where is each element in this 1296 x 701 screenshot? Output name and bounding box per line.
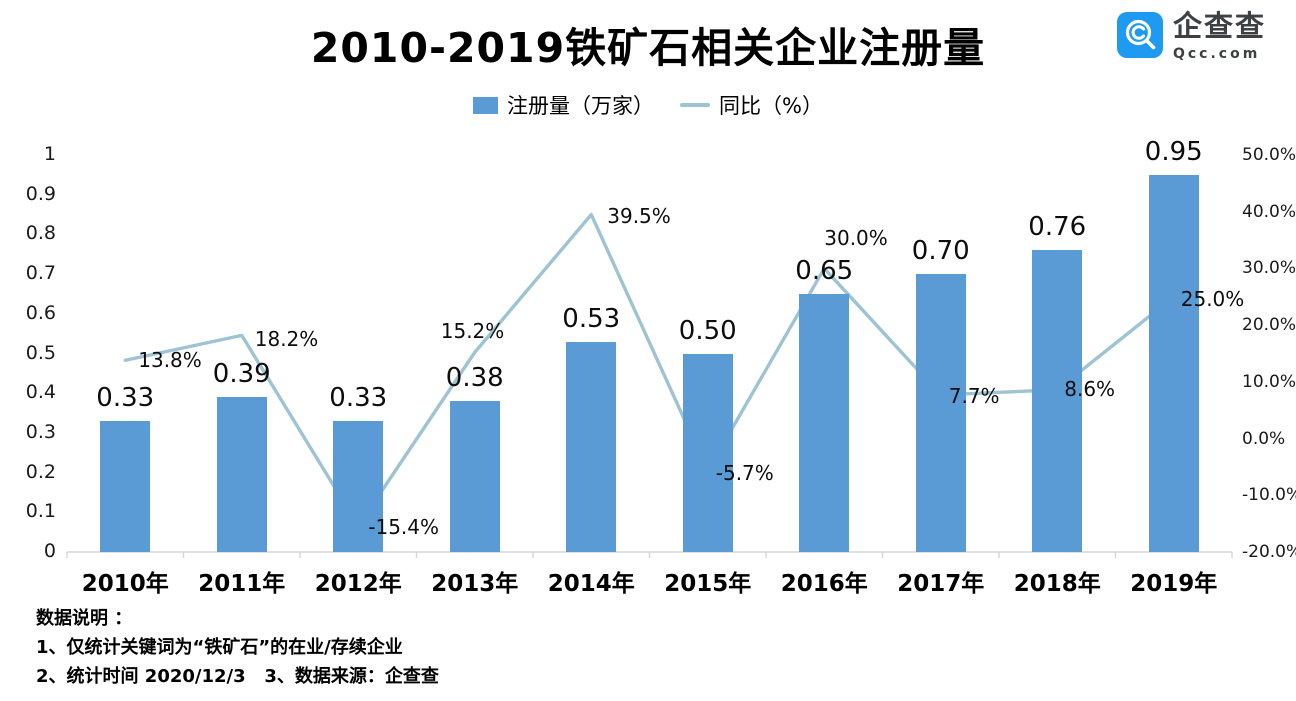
right-axis-tick-label: 50.0% — [1242, 145, 1296, 165]
line-point-label: -5.7% — [715, 460, 774, 485]
qcc-logo: 企查查 Qcc.com — [1116, 9, 1266, 62]
bar-value-label: 0.65 — [795, 255, 854, 286]
x-axis-label: 2018年 — [1013, 571, 1101, 597]
x-axis-label: 2013年 — [431, 571, 519, 597]
bar-2016年 — [799, 293, 850, 552]
line-point-label: 15.2% — [440, 319, 505, 344]
bar-2017年 — [915, 274, 966, 552]
bar-value-label: 0.70 — [911, 236, 970, 267]
data-notes: 数据说明 ： 1、仅统计关键词为“铁矿石”的在业/存续企业 2、统计时间 202… — [36, 604, 439, 691]
left-axis-tick-label: 0.3 — [25, 420, 56, 443]
line-point-label: 8.6% — [1064, 376, 1116, 401]
bar-2014年 — [566, 341, 617, 552]
left-axis-tick-label: 0.8 — [25, 222, 56, 245]
note-heading: 数据说明 ： — [36, 608, 133, 629]
chart-legend: 注册量（万家） 同比（%） — [0, 90, 1296, 120]
qcc-logo-domain: Qcc.com — [1172, 46, 1261, 62]
line-point-label: 13.8% — [138, 348, 202, 373]
bar-series-swatch-icon — [473, 96, 499, 114]
right-axis-tick-label: 0.0% — [1242, 428, 1286, 449]
right-axis-tick-label: -10.0% — [1242, 485, 1296, 506]
qcc-logo-text: 企查查 Qcc.com — [1172, 9, 1266, 62]
x-axis-label: 2011年 — [198, 571, 286, 597]
x-axis-label: 2014年 — [547, 571, 635, 597]
x-axis-label: 2019年 — [1130, 571, 1218, 597]
right-axis-tick-label: 20.0% — [1242, 315, 1296, 336]
bar-value-label: 0.33 — [96, 382, 155, 413]
bar-value-label: 0.50 — [678, 315, 737, 346]
bar-2018年 — [1032, 250, 1083, 552]
bar-value-label: 0.95 — [1144, 136, 1203, 167]
bar-2011年 — [216, 397, 267, 552]
x-axis-label: 2016年 — [780, 571, 868, 597]
page-title: 2010-2019铁矿石相关企业注册量 — [310, 24, 986, 72]
bar-2013年 — [449, 401, 500, 552]
right-axis-tick-label: 10.0% — [1242, 371, 1296, 392]
right-axis-tick-label: -20.0% — [1242, 542, 1296, 562]
note-line-1: 1、仅统计关键词为“铁矿石”的在业/存续企业 — [36, 637, 403, 659]
legend-line-label: 同比（%） — [719, 94, 823, 118]
bar-value-label: 0.39 — [212, 359, 271, 390]
line-point-label: -15.4% — [368, 514, 440, 539]
legend-item-line: 同比（%） — [680, 90, 823, 120]
left-axis-tick-label: 0.2 — [25, 460, 56, 483]
x-axis-label: 2017年 — [897, 571, 985, 597]
left-axis-tick-label: 0 — [43, 540, 56, 562]
line-point-label: 30.0% — [824, 226, 888, 251]
note-line-2: 2、统计时间 2020/12/3 3、数据来源：企查查 — [36, 666, 439, 688]
legend-item-bar: 注册量（万家） — [473, 90, 654, 120]
line-series-swatch-icon — [680, 103, 711, 107]
bar-value-label: 0.33 — [329, 382, 388, 413]
line-point-label: 39.5% — [607, 203, 671, 228]
legend-bar-label: 注册量（万家） — [507, 94, 655, 118]
line-point-label: 7.7% — [948, 383, 1000, 408]
qcc-logo-name: 企查查 — [1172, 9, 1266, 43]
qcc-logo-icon — [1116, 12, 1163, 58]
left-axis-tick-label: 0.1 — [25, 500, 56, 523]
left-axis-tick-label: 0.9 — [25, 182, 56, 205]
x-axis-line — [66, 551, 1233, 558]
line-point-label: 25.0% — [1180, 286, 1245, 311]
left-axis-tick-label: 0.4 — [25, 381, 56, 404]
bar-2019年 — [1148, 174, 1199, 552]
left-axis-tick-label: 0.6 — [25, 301, 56, 324]
bar-2010年 — [100, 420, 151, 552]
x-axis-label: 2010年 — [81, 571, 169, 597]
line-point-label: 18.2% — [254, 327, 319, 352]
x-axis-label: 2012年 — [314, 571, 402, 597]
bar-2012年 — [333, 420, 384, 552]
left-axis-tick-label: 0.5 — [25, 341, 56, 364]
left-axis-tick-label: 1 — [43, 143, 56, 165]
bar-value-label: 0.53 — [562, 303, 621, 334]
bar-value-label: 0.38 — [445, 363, 504, 394]
right-axis-tick-label: 40.0% — [1242, 201, 1296, 222]
bar-2015年 — [682, 353, 733, 552]
bar-value-label: 0.76 — [1028, 212, 1087, 243]
left-axis-tick-label: 0.7 — [25, 262, 56, 285]
right-axis-tick-label: 30.0% — [1242, 258, 1296, 279]
yoy-line — [123, 212, 1176, 528]
x-axis-label: 2015年 — [664, 571, 752, 597]
